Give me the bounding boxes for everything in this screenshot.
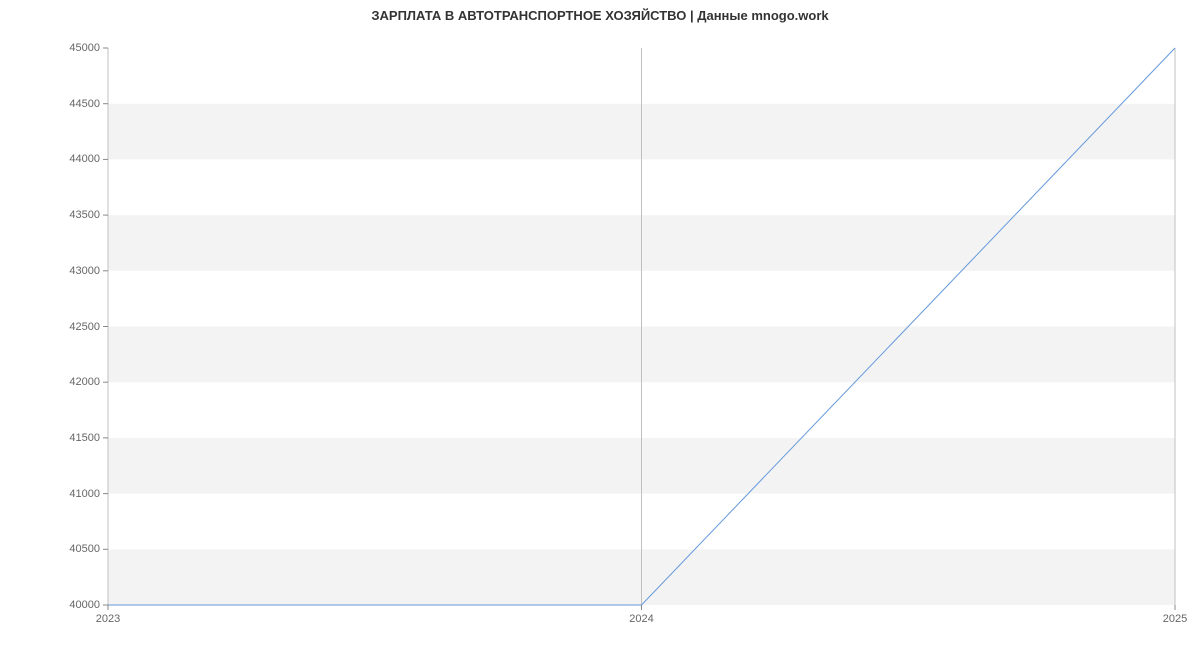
line-chart: ЗАРПЛАТА В АВТОТРАНСПОРТНОЕ ХОЗЯЙСТВО | …	[0, 0, 1200, 650]
plot-area: 4000040500410004150042000425004300043500…	[108, 48, 1175, 605]
x-axis-tick-label: 2023	[96, 605, 120, 625]
chart-title: ЗАРПЛАТА В АВТОТРАНСПОРТНОЕ ХОЗЯЙСТВО | …	[0, 8, 1200, 23]
y-axis-tick-label: 41000	[69, 488, 108, 500]
y-axis-tick-label: 43500	[69, 209, 108, 221]
y-axis-tick-label: 43000	[69, 265, 108, 277]
x-axis-tick-label: 2025	[1163, 605, 1187, 625]
y-axis-tick-label: 44500	[69, 98, 108, 110]
y-axis-tick-label: 45000	[69, 42, 108, 54]
y-axis-tick-label: 40500	[69, 543, 108, 555]
y-axis-tick-label: 42500	[69, 321, 108, 333]
y-axis-tick-label: 44000	[69, 153, 108, 165]
x-axis-tick-label: 2024	[629, 605, 653, 625]
y-axis-tick-label: 41500	[69, 432, 108, 444]
y-axis-tick-label: 42000	[69, 376, 108, 388]
